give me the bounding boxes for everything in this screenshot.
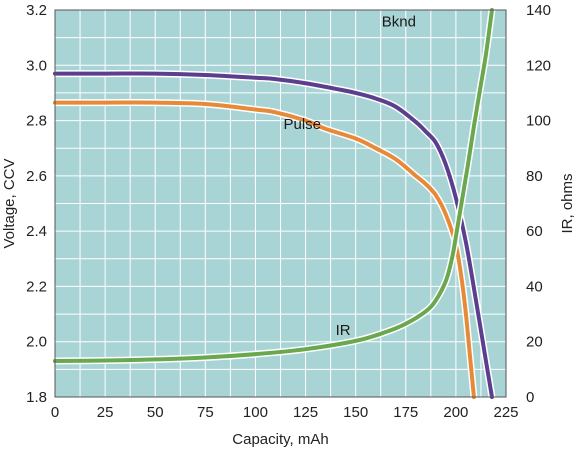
x-tick-label: 75 [197,404,214,421]
series-label-bknd: Bknd [382,14,416,31]
x-tick-label: 225 [493,404,518,421]
y-tick-label: 1.8 [26,389,47,406]
series-line-bknd [53,71,494,399]
y2-tick-label: 100 [526,113,551,130]
y2-tick-label: 40 [526,278,543,295]
series-lines [51,6,496,401]
y-tick-label: 3.2 [26,2,47,19]
y-tick-label: 2.0 [26,334,47,351]
x-tick-label: 200 [443,404,468,421]
x-tick-label: 150 [343,404,368,421]
x-tick-label: 125 [293,404,318,421]
y-tick-label: 2.8 [26,113,47,130]
y2-axis-ticks: 0 20 40 60 80 100 120 140 [526,2,551,406]
series-label-ir: IR [336,322,351,339]
y2-tick-label: 20 [526,334,543,351]
y-axis-ticks: 1.8 2.0 2.2 2.4 2.6 2.8 3.0 3.2 [26,2,47,406]
y2-tick-label: 60 [526,223,543,240]
series-line-ir [53,8,494,364]
x-tick-label: 100 [243,404,268,421]
y-tick-label: 2.2 [26,278,47,295]
y2-tick-label: 140 [526,2,551,19]
y2-tick-label: 0 [526,389,534,406]
plot-border [54,9,507,398]
x-axis-ticks: 0 25 50 75 100 125 150 175 200 225 [51,404,519,421]
y2-tick-label: 80 [526,168,543,185]
y-tick-label: 2.4 [26,223,47,240]
series-labels: Bknd Pulse IR [284,14,416,339]
plot-frame [54,9,507,398]
y-tick-label: 2.6 [26,168,47,185]
x-tick-label: 175 [393,404,418,421]
series-line-pulse [53,100,476,399]
y2-axis-title: IR, ohms [559,173,576,233]
series-label-pulse: Pulse [284,116,322,133]
x-axis-title: Capacity, mAh [232,431,328,448]
y-tick-label: 3.0 [26,57,47,74]
y2-tick-label: 120 [526,57,551,74]
x-tick-label: 25 [97,404,114,421]
x-tick-label: 0 [51,404,59,421]
y-axis-title: Voltage, CCV [1,158,18,248]
x-tick-label: 50 [147,404,164,421]
